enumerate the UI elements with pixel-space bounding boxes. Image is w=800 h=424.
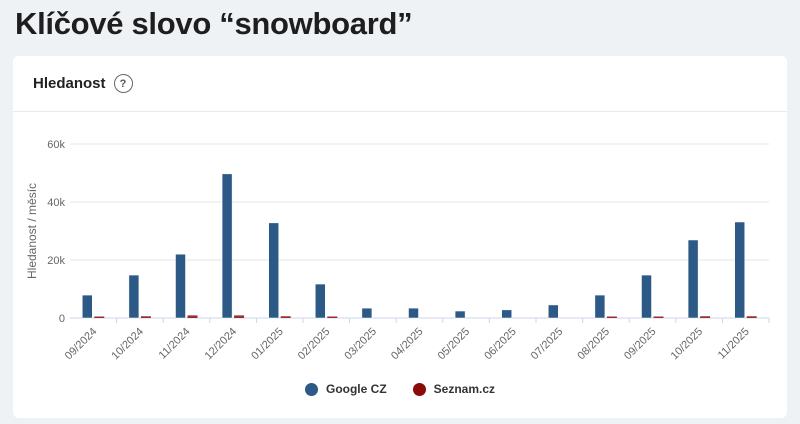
bar-google[interactable] <box>221 173 233 319</box>
legend-dot-seznam-icon <box>412 382 426 396</box>
y-tick-label: 20k <box>47 255 65 267</box>
card-header: Hledanost ? <box>33 74 133 93</box>
y-axis-label: Hledanost / měsíc <box>25 183 39 279</box>
x-tick-label: 11/2024 <box>157 326 193 362</box>
bar-google[interactable] <box>734 221 745 319</box>
x-tick-label: 01/2025 <box>249 326 286 363</box>
x-tick-label: 08/2025 <box>575 326 612 363</box>
legend-label: Google CZ <box>325 382 387 396</box>
bar-seznam[interactable] <box>327 316 338 319</box>
x-tick-label: 10/2025 <box>669 326 706 363</box>
bar-google[interactable] <box>594 294 606 319</box>
legend-item-google[interactable]: Google CZ <box>304 382 387 396</box>
x-tick-label: 06/2025 <box>482 326 519 363</box>
bar-google[interactable] <box>641 274 652 319</box>
header-divider <box>13 111 787 112</box>
y-tick-label: 60k <box>47 139 65 151</box>
x-tick-label: 04/2025 <box>389 326 426 363</box>
page-title: Klíčové slovo “snowboard” <box>15 6 413 41</box>
bar-google[interactable] <box>454 310 466 319</box>
card-title: Hledanost <box>33 75 106 92</box>
bar-seznam[interactable] <box>700 316 711 318</box>
bar-seznam[interactable] <box>94 316 105 319</box>
bar-google[interactable] <box>82 294 93 319</box>
x-tick-label: 11/2025 <box>716 326 752 362</box>
bar-google[interactable] <box>408 307 419 319</box>
bar-seznam[interactable] <box>746 316 757 318</box>
bar-seznam[interactable] <box>140 316 151 318</box>
x-tick-label: 09/2024 <box>63 326 100 363</box>
x-tick-label: 05/2025 <box>436 326 473 363</box>
bar-seznam[interactable] <box>606 316 617 319</box>
bar-google[interactable] <box>268 222 279 319</box>
x-tick-label: 02/2025 <box>296 326 333 363</box>
bar-google[interactable] <box>687 239 699 319</box>
bar-google[interactable] <box>175 253 186 319</box>
x-tick-label: 09/2025 <box>622 326 659 363</box>
bar-seznam[interactable] <box>280 316 291 318</box>
help-icon[interactable]: ? <box>113 74 133 93</box>
x-tick-label: 03/2025 <box>342 326 379 363</box>
x-tick-label: 10/2024 <box>109 326 146 363</box>
y-tick-label: 0 <box>59 313 65 325</box>
bar-google[interactable] <box>361 307 373 319</box>
bar-seznam[interactable] <box>187 315 198 318</box>
chart-legend: Google CZ Seznam.cz <box>13 382 787 396</box>
x-tick-label: 12/2024 <box>203 326 240 363</box>
legend-dot-google-icon <box>304 382 318 396</box>
bar-seznam[interactable] <box>653 316 664 319</box>
bar-google[interactable] <box>315 283 326 319</box>
legend-label: Seznam.cz <box>433 382 496 396</box>
bar-seznam[interactable] <box>234 315 245 318</box>
bar-google[interactable] <box>501 309 512 319</box>
y-tick-label: 40k <box>47 197 65 209</box>
x-tick-label: 07/2025 <box>529 326 566 363</box>
bar-google[interactable] <box>128 274 140 319</box>
legend-item-seznam[interactable]: Seznam.cz <box>412 382 496 396</box>
search-volume-card: Hledanost ? 0 20k 40k 60k Hledanost / měsíc 0… <box>13 56 787 418</box>
bar-google[interactable] <box>548 304 559 319</box>
